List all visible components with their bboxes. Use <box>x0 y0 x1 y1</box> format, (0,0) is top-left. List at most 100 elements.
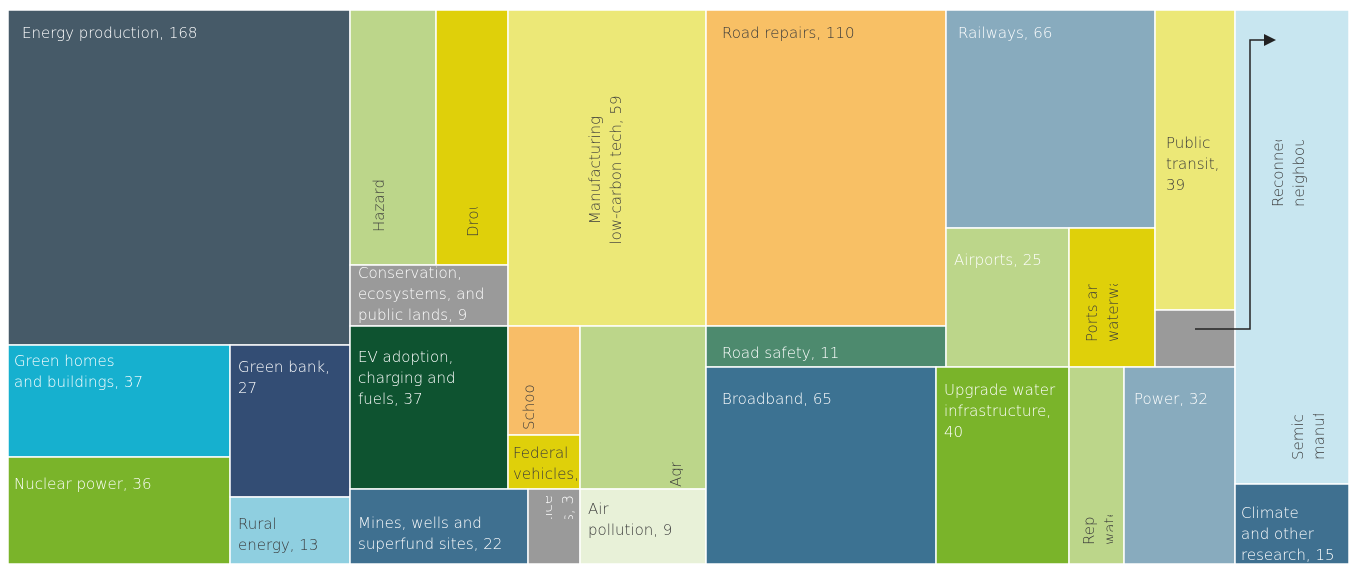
tile <box>1234 9 1350 485</box>
label-line: 40 <box>944 423 963 441</box>
label-line: charging and <box>358 369 456 387</box>
tile <box>579 325 707 490</box>
tile-label: Reconnectingneighbourhoods, 4 <box>1269 67 1308 207</box>
tile-label: Federal vehicles, 3 <box>513 444 593 483</box>
label-line: Semiconductor <box>1289 346 1307 460</box>
label-line: infrastructure, <box>944 402 1051 420</box>
label-line: Public <box>1166 134 1210 152</box>
tile-label: EV adoption, charging and fuels, 37 <box>358 348 456 408</box>
tile-label: Mines, wells and superfund sites, 22 <box>358 514 502 553</box>
tile <box>527 488 581 564</box>
label-line: Upgrade water <box>944 381 1056 399</box>
tile-label: Air pollution, 9 <box>588 500 672 539</box>
tile <box>1068 227 1156 368</box>
tile <box>229 496 351 564</box>
label-line: Env justice <box>538 495 556 564</box>
label-line: Broadband, 65 <box>722 390 832 408</box>
label-line: Road safety, 11 <box>722 344 839 362</box>
label-line: Airports, 25 <box>954 251 1042 269</box>
label-line: Manufacturing <box>586 116 604 224</box>
tile-label: Replace leadwater lines, 15 <box>1080 434 1119 545</box>
label-line: Air <box>588 500 609 518</box>
tile <box>7 456 231 564</box>
label-line: Federal <box>513 444 568 462</box>
tile-label: Energy production, 168 <box>22 24 197 42</box>
tile-label: Broadband, 65 <box>722 390 832 408</box>
label-line: fuels, 37 <box>358 390 423 408</box>
tile-label: Road repairs, 110 <box>722 24 855 42</box>
tile-label: Rural energy, 13 <box>238 515 318 554</box>
label-line: Agriculture, 18 <box>667 376 685 487</box>
label-line: ecosystems, and <box>358 285 484 303</box>
tile <box>1154 309 1236 368</box>
tile-label: Nuclear power, 36 <box>14 475 151 493</box>
tile <box>935 366 1070 564</box>
tile <box>349 264 509 327</box>
label-line: public lands, 9 <box>358 306 467 324</box>
label-line: low-carbon tech, 59 <box>607 95 625 244</box>
tile-label: Climate and other research, 15 <box>1241 504 1335 564</box>
label-line: Mines, wells and <box>358 514 482 532</box>
label-line: Power, 32 <box>1134 390 1208 408</box>
label-line: Nuclear power, 36 <box>14 475 151 493</box>
tile <box>435 9 509 266</box>
label-line: and buildings, 37 <box>14 373 143 391</box>
label-line: Railways, 66 <box>958 24 1052 42</box>
tile <box>349 325 509 490</box>
tile <box>1234 483 1350 564</box>
label-line: Drought and floods, 29 <box>464 65 482 237</box>
label-line: research, 15 <box>1241 546 1335 564</box>
tile-label: Green homes and buildings, 37 <box>14 352 143 391</box>
label-line: pollution, 9 <box>588 521 672 539</box>
tile <box>1123 366 1236 564</box>
label-line: manufacturing, 78 <box>1310 322 1328 460</box>
tile <box>945 227 1070 368</box>
label-line: EV adoption, <box>358 348 453 366</box>
tile-label: Power, 32 <box>1134 390 1208 408</box>
tile <box>507 9 707 327</box>
label-line: Ports and <box>1083 271 1101 342</box>
tile <box>705 9 947 327</box>
label-line: Conservation, <box>358 264 462 282</box>
label-line: vehicles, 3 <box>513 465 593 483</box>
label-line: water lines, 15 <box>1101 434 1119 545</box>
label-line: 39 <box>1166 176 1185 194</box>
label-line: Hazard mitigation, 33 <box>370 70 388 232</box>
tile <box>1068 366 1125 564</box>
arrow <box>1195 39 1266 330</box>
tile-label: Green bank, 27 <box>238 358 330 397</box>
tile <box>349 9 437 266</box>
tile <box>705 366 937 564</box>
label-line: Road repairs, 110 <box>722 24 855 42</box>
tile-label: Airports, 25 <box>954 251 1042 269</box>
label-line: 27 <box>238 379 257 397</box>
arrow-head <box>1264 34 1276 46</box>
label-line: energy, 13 <box>238 536 318 554</box>
label-line: School <box>520 380 538 430</box>
label-line: Green bank, <box>238 358 330 376</box>
tile-label: Drought and floods, 29 <box>464 65 482 237</box>
label-line: Rural <box>238 515 277 533</box>
label-line: Green homes <box>14 352 115 370</box>
tile-label: Env justicegrants, 3 <box>538 495 577 564</box>
tile-label: Schoolbuses, 8 <box>520 367 559 430</box>
tile-label: Road safety, 11 <box>722 344 839 362</box>
label-line: Replace lead <box>1080 449 1098 545</box>
tile <box>229 344 351 498</box>
tile-label: Conservation, ecosystems, and public lands… <box>358 264 484 324</box>
tile-label: Upgrade water infrastructure, 40 <box>944 381 1056 441</box>
label-line: waterways, <box>1104 256 1122 342</box>
label-line: neighbourhoods, 4 <box>1290 67 1308 207</box>
tile-label: Semiconductormanufacturing, 78 <box>1289 322 1328 460</box>
tile <box>1154 9 1236 311</box>
tile <box>945 9 1156 229</box>
tile-label: Agriculture, 18 <box>667 376 685 487</box>
tile-label: Manufacturing low-carbon tech, 59 <box>586 95 625 244</box>
label-line: Reconnecting <box>1269 106 1287 207</box>
tile <box>507 325 581 436</box>
label-line: Energy production, 168 <box>22 24 197 42</box>
label-line: transit, <box>1166 155 1219 173</box>
label-line: and other <box>1241 525 1315 543</box>
label-line: Climate <box>1241 504 1299 522</box>
